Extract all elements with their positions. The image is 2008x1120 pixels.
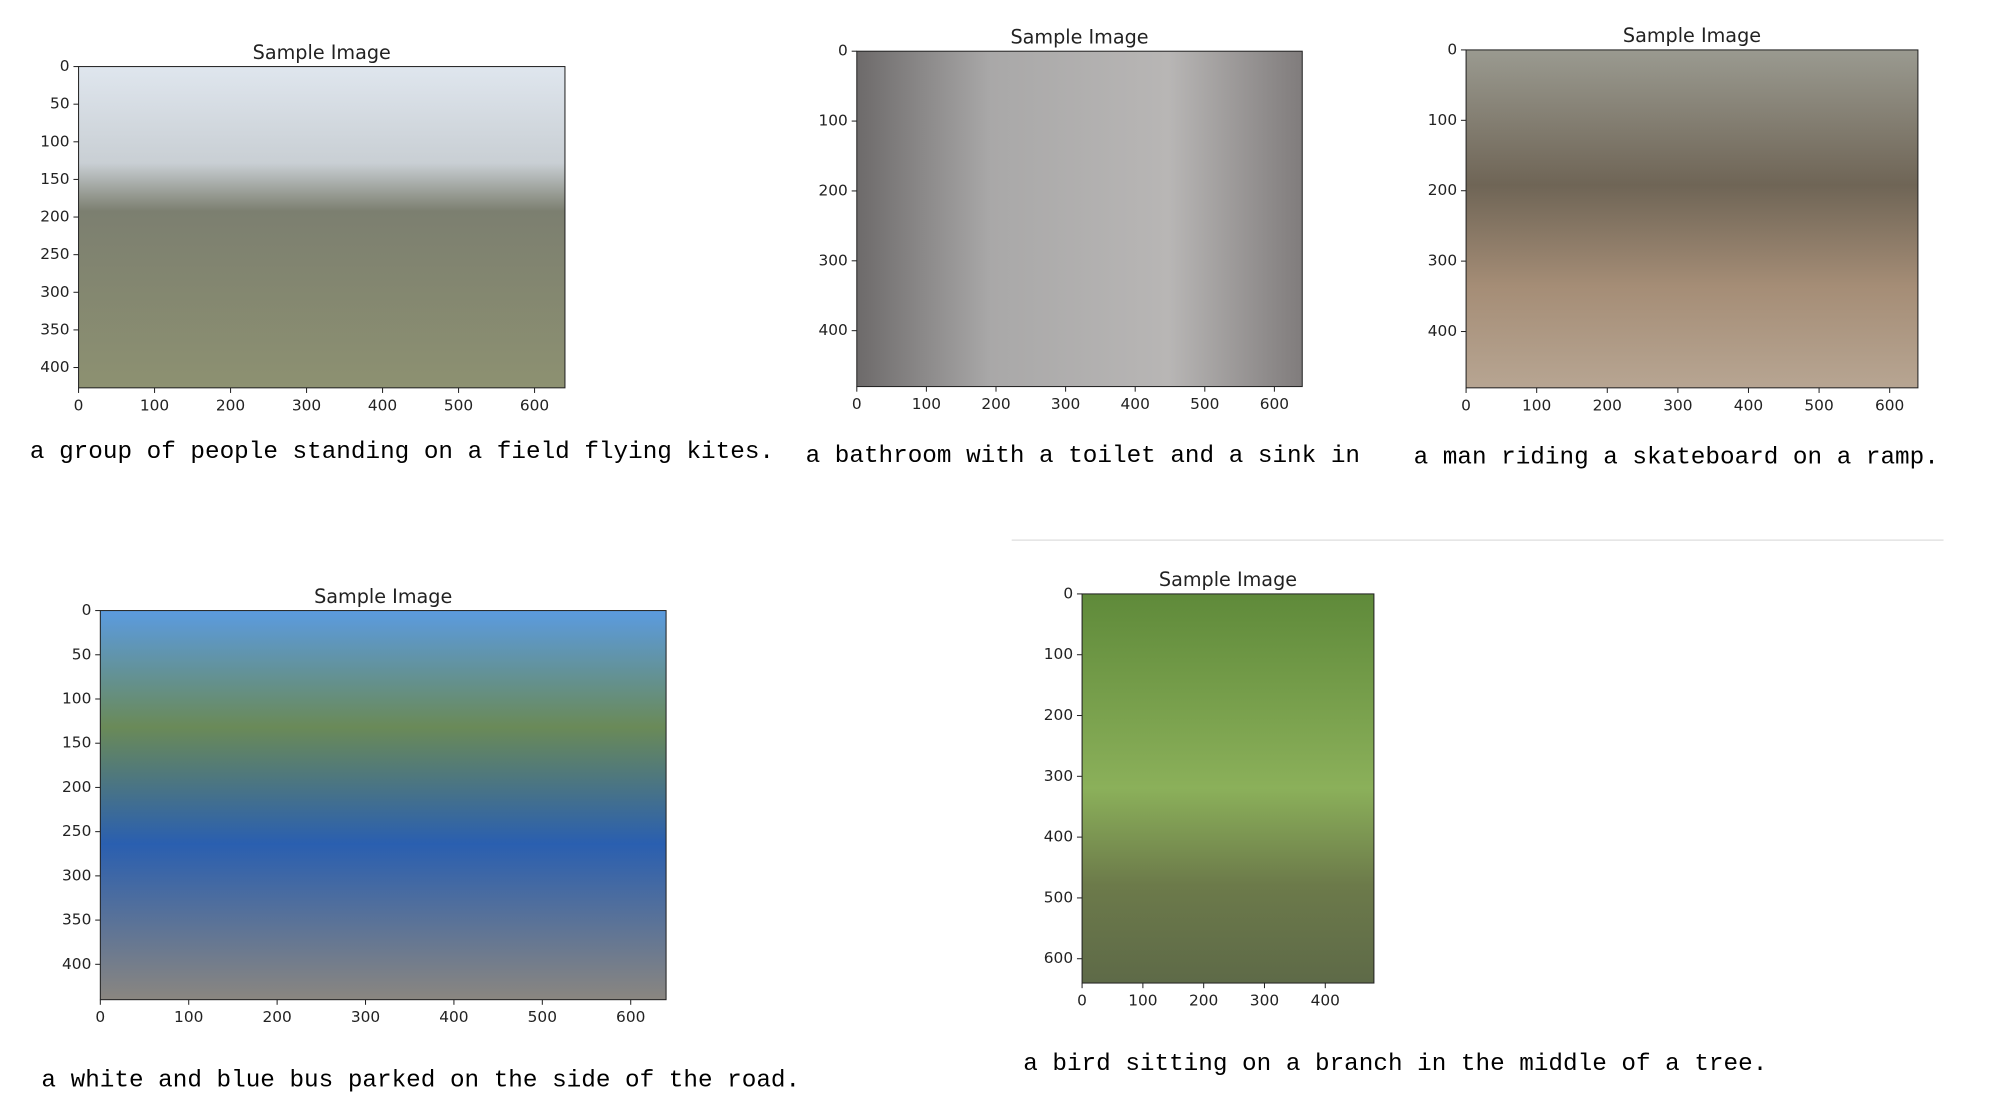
- y-tick-label: 50: [72, 645, 92, 663]
- sample-image: [78, 66, 565, 388]
- x-tick-label: 600: [520, 396, 549, 414]
- panel-title: Sample Image: [1159, 568, 1297, 591]
- x-tick-label: 400: [1311, 991, 1340, 1009]
- y-tick-label: 0: [1447, 40, 1457, 58]
- axes-frame: [856, 50, 1303, 388]
- y-tick-label: 400: [40, 358, 69, 376]
- y-tick-label: 300: [1044, 767, 1073, 785]
- x-tick-label: 600: [616, 1008, 645, 1026]
- x-tick-label: 400: [368, 396, 397, 414]
- x-tick-label: 600: [1260, 395, 1289, 413]
- y-tick-label: 200: [40, 208, 69, 226]
- axes-frame: [78, 66, 566, 389]
- caption: a bird sitting on a branch in the middle…: [1023, 1051, 1767, 1078]
- x-tick-label: 200: [1593, 396, 1622, 414]
- y-tick-label: 0: [838, 42, 848, 60]
- y-tick-label: 400: [819, 321, 848, 339]
- x-tick-label: 100: [1522, 396, 1551, 414]
- sample-image: [856, 51, 1303, 387]
- caption: a group of people standing on a field fl…: [30, 439, 774, 466]
- y-tick-label: 0: [60, 57, 70, 75]
- y-tick-label: 0: [1063, 584, 1073, 602]
- x-tick-label: 100: [1128, 991, 1157, 1009]
- sample-image: [1082, 593, 1374, 984]
- panel-title: Sample Image: [1010, 26, 1148, 49]
- y-tick-label: 600: [1044, 949, 1073, 967]
- y-tick-label: 300: [819, 251, 848, 269]
- y-tick-label: 100: [1044, 645, 1073, 663]
- x-tick-label: 300: [1051, 395, 1080, 413]
- x-tick-label: 500: [528, 1008, 557, 1026]
- x-tick-label: 500: [1190, 395, 1219, 413]
- sample-image: [1466, 49, 1918, 388]
- x-tick-label: 500: [1804, 396, 1833, 414]
- y-tick-label: 0: [82, 601, 92, 619]
- y-tick-label: 300: [62, 866, 91, 884]
- y-tick-label: 350: [62, 911, 91, 929]
- x-tick-label: 200: [1189, 991, 1218, 1009]
- x-tick-label: 100: [140, 396, 169, 414]
- y-tick-label: 150: [40, 170, 69, 188]
- y-tick-label: 200: [1044, 706, 1073, 724]
- panel-title: Sample Image: [253, 41, 391, 64]
- x-tick-label: 300: [1250, 991, 1279, 1009]
- x-tick-label: 500: [444, 396, 473, 414]
- y-tick-label: 250: [62, 822, 91, 840]
- y-tick-label: 50: [50, 95, 70, 113]
- caption: a bathroom with a toilet and a sink in: [806, 443, 1360, 470]
- y-tick-label: 350: [40, 320, 69, 338]
- y-tick-label: 100: [819, 112, 848, 130]
- x-tick-label: 200: [262, 1008, 291, 1026]
- axes-frame: [99, 610, 667, 1001]
- x-tick-label: 600: [1875, 396, 1904, 414]
- y-tick-label: 100: [62, 689, 91, 707]
- y-tick-label: 500: [1044, 888, 1073, 906]
- panel-title: Sample Image: [314, 585, 452, 608]
- caption: a white and blue bus parked on the side …: [41, 1068, 800, 1095]
- x-tick-label: 400: [1734, 396, 1763, 414]
- axes-frame: [1081, 593, 1375, 984]
- x-tick-label: 0: [95, 1008, 105, 1026]
- x-tick-label: 300: [351, 1008, 380, 1026]
- y-tick-label: 400: [1044, 828, 1073, 846]
- y-tick-label: 300: [40, 283, 69, 301]
- y-tick-label: 100: [1428, 111, 1457, 129]
- sample-image: [100, 610, 667, 1000]
- x-tick-label: 100: [912, 395, 941, 413]
- y-tick-label: 150: [62, 734, 91, 752]
- y-tick-label: 400: [1428, 322, 1457, 340]
- y-tick-label: 200: [62, 778, 91, 796]
- x-tick-label: 400: [1121, 395, 1150, 413]
- x-tick-label: 0: [1077, 991, 1087, 1009]
- x-tick-label: 0: [74, 396, 84, 414]
- x-tick-label: 200: [216, 396, 245, 414]
- y-tick-label: 250: [40, 245, 69, 263]
- x-tick-label: 300: [292, 396, 321, 414]
- y-tick-label: 100: [40, 132, 69, 150]
- y-tick-label: 200: [819, 181, 848, 199]
- x-tick-label: 400: [439, 1008, 468, 1026]
- y-tick-label: 200: [1428, 181, 1457, 199]
- panel-title: Sample Image: [1623, 24, 1761, 47]
- x-tick-label: 300: [1663, 396, 1692, 414]
- caption: a man riding a skateboard on a ramp.: [1414, 444, 1939, 471]
- y-tick-label: 400: [62, 955, 91, 973]
- axes-frame: [1465, 49, 1919, 389]
- y-tick-label: 300: [1428, 252, 1457, 270]
- x-tick-label: 200: [981, 395, 1010, 413]
- x-tick-label: 100: [174, 1008, 203, 1026]
- x-tick-label: 0: [852, 395, 862, 413]
- x-tick-label: 0: [1461, 396, 1471, 414]
